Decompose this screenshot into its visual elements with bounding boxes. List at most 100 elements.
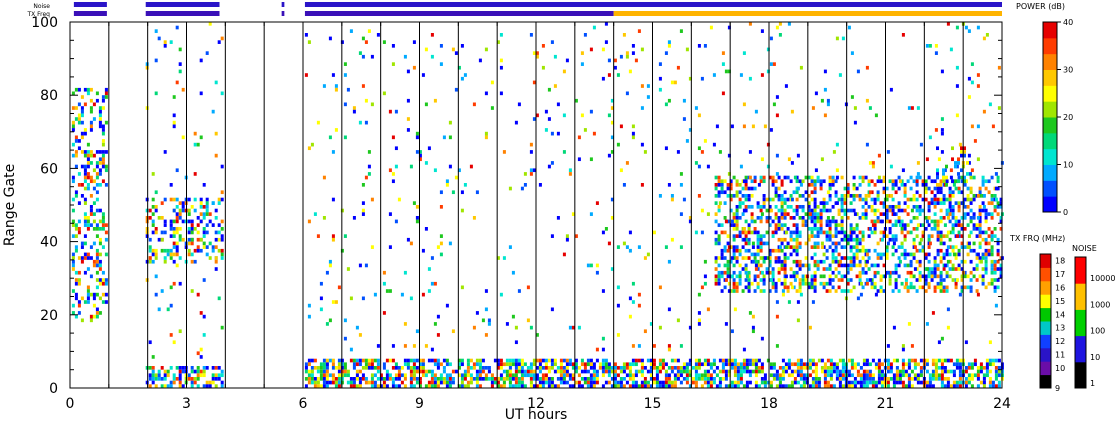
heatmap-cell [74, 87, 78, 92]
heatmap-cell [175, 212, 179, 216]
heatmap-cell [730, 380, 734, 385]
heatmap-cell [867, 234, 871, 238]
heatmap-cell [714, 267, 718, 271]
noise-colorbar-cell [1075, 309, 1086, 337]
heatmap-cell [178, 227, 182, 231]
heatmap-cell [735, 216, 739, 220]
heatmap-cell [717, 175, 721, 180]
heatmap-cell [220, 325, 224, 330]
heatmap-cell [217, 230, 221, 235]
heatmap-cell [907, 358, 911, 363]
heatmap-cell [409, 296, 413, 301]
heatmap-cell [997, 373, 1001, 378]
heatmap-cell [975, 267, 979, 271]
heatmap-cell [316, 384, 320, 388]
heatmap-cell [877, 362, 881, 367]
heatmap-cell [802, 380, 806, 385]
heatmap-cell [967, 366, 971, 370]
heatmap-cell [787, 300, 791, 304]
heatmap-cell [196, 245, 200, 249]
heatmap-cell [403, 362, 407, 367]
heatmap-cell [688, 219, 692, 224]
heatmap-cell [637, 29, 641, 33]
heatmap-cell [604, 227, 608, 231]
heatmap-cell [430, 384, 434, 388]
heatmap-cell [151, 219, 155, 224]
heatmap-cell [589, 263, 593, 268]
heatmap-cell [747, 186, 751, 191]
heatmap-cell [604, 22, 608, 26]
heatmap-cell [846, 241, 850, 246]
heatmap-cell [74, 281, 78, 286]
heatmap-cell [148, 237, 152, 242]
heatmap-cell [703, 380, 707, 385]
heatmap-cell [178, 69, 182, 74]
heatmap-cell [199, 58, 203, 63]
heatmap-cell [781, 369, 785, 374]
heatmap-cell [667, 384, 671, 388]
heatmap-cell [694, 369, 698, 374]
heatmap-cell [960, 234, 964, 238]
heatmap-cell [355, 362, 359, 367]
heatmap-cell [948, 186, 952, 191]
heatmap-cell [745, 380, 749, 385]
heatmap-cell [774, 281, 778, 286]
heatmap-cell [714, 274, 718, 279]
heatmap-cell [987, 252, 991, 257]
heatmap-cell [352, 384, 356, 388]
heatmap-cell [889, 369, 893, 374]
heatmap-cell [783, 223, 787, 227]
heatmap-cell [334, 380, 338, 385]
heatmap-cell [86, 142, 90, 147]
heatmap-cell [313, 377, 317, 381]
heatmap-cell [77, 300, 81, 304]
heatmap-cell [970, 384, 974, 388]
heatmap-cell [643, 256, 647, 260]
heatmap-cell [691, 366, 695, 370]
heatmap-cell [969, 259, 973, 264]
heatmap-cell [793, 362, 797, 367]
heatmap-cell [858, 175, 862, 180]
heatmap-cell [520, 380, 524, 385]
heatmap-cell [95, 285, 99, 290]
heatmap-cell [958, 292, 962, 297]
heatmap-cell [95, 307, 99, 312]
heatmap-cell [71, 289, 75, 293]
heatmap-cell [505, 373, 509, 378]
heatmap-cell [376, 384, 380, 388]
heatmap-cell [909, 259, 913, 264]
heatmap-cell [972, 197, 976, 202]
heatmap-cell [889, 377, 893, 381]
heatmap-cell [738, 278, 742, 282]
heatmap-cell [499, 58, 503, 63]
heatmap-cell [535, 113, 539, 118]
heatmap-cell [933, 263, 937, 268]
heatmap-cell [496, 40, 500, 44]
heatmap-cell [909, 263, 913, 268]
heatmap-cell [853, 380, 857, 385]
heatmap-cell [792, 259, 796, 264]
heatmap-cell [739, 73, 743, 77]
y-tick-label: 100 [31, 15, 58, 31]
heatmap-cell [101, 216, 105, 220]
heatmap-cell [810, 278, 814, 282]
heatmap-cell [604, 369, 608, 374]
heatmap-cell [826, 369, 830, 374]
heatmap-cell [954, 281, 958, 286]
heatmap-cell [328, 135, 332, 140]
heatmap-cell [768, 263, 772, 268]
heatmap-cell [862, 369, 866, 374]
heatmap-cell [436, 380, 440, 385]
heatmap-cell [963, 259, 967, 264]
heatmap-cell [879, 252, 883, 257]
heatmap-cell [649, 322, 653, 326]
heatmap-cell [211, 201, 215, 205]
heatmap-cell [952, 373, 956, 378]
heatmap-cell [643, 329, 647, 334]
heatmap-cell [670, 384, 674, 388]
heatmap-cell [976, 373, 980, 378]
heatmap-cell [154, 227, 158, 231]
heatmap-cell [945, 183, 948, 187]
heatmap-cell [148, 248, 152, 253]
